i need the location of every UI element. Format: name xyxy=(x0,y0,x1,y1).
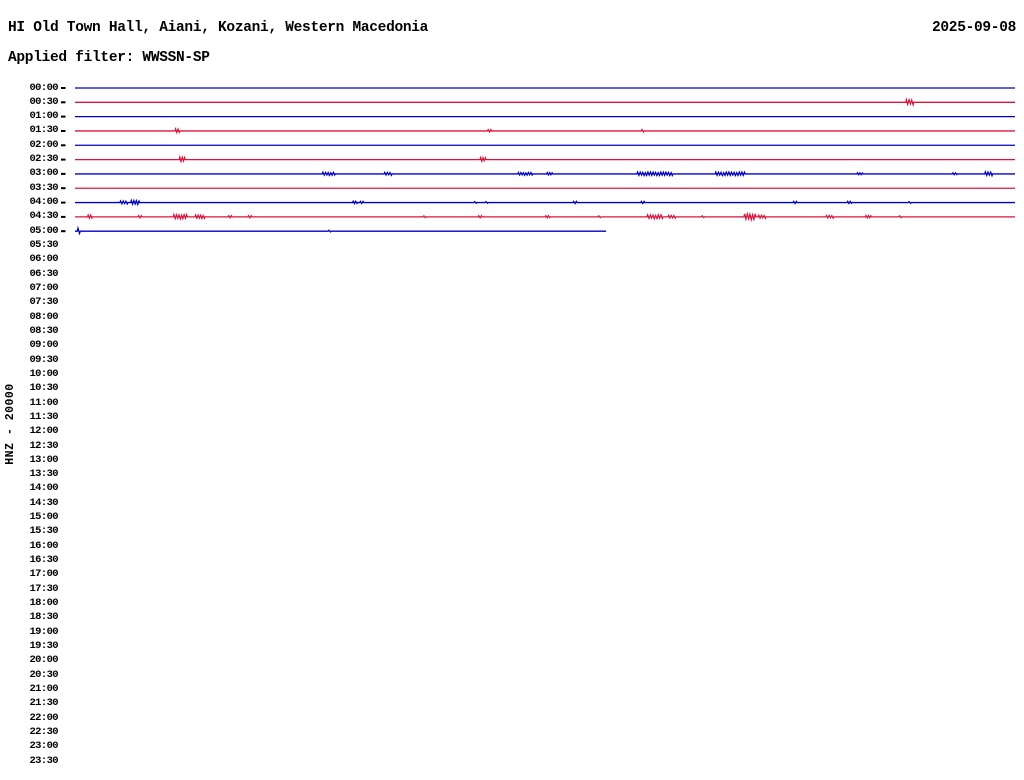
time-label-02-30: 02:30 xyxy=(29,153,58,166)
time-label-06-30: 06:30 xyxy=(29,267,58,280)
time-label-18-30: 18:30 xyxy=(29,611,58,624)
time-label-04-00: 04:00 xyxy=(29,196,58,209)
channel-axis-label: HNZ - 20000 xyxy=(4,383,17,465)
time-label-14-00: 14:00 xyxy=(29,482,58,495)
time-label-17-00: 17:00 xyxy=(29,568,58,581)
time-label-09-00: 09:00 xyxy=(29,339,58,352)
time-label-16-00: 16:00 xyxy=(29,539,58,552)
time-label-12-00: 12:00 xyxy=(29,425,58,438)
time-label-01-30: 01:30 xyxy=(29,124,58,137)
header-row: HI Old Town Hall, Aiani, Kozani, Western… xyxy=(0,20,1024,36)
time-label-16-30: 16:30 xyxy=(29,554,58,567)
row-tick-03-00 xyxy=(61,172,66,175)
row-tick-04-00 xyxy=(61,201,66,204)
time-label-13-00: 13:00 xyxy=(29,453,58,466)
time-label-10-00: 10:00 xyxy=(29,367,58,380)
time-label-00-00: 00:00 xyxy=(29,81,58,94)
time-label-09-30: 09:30 xyxy=(29,353,58,366)
time-label-22-30: 22:30 xyxy=(29,725,58,738)
date-label: 2025-09-08 xyxy=(931,20,1016,36)
time-label-21-30: 21:30 xyxy=(29,697,58,710)
trace-01-30 xyxy=(75,126,1015,135)
time-label-11-00: 11:00 xyxy=(29,396,58,409)
trace-05-00 xyxy=(75,225,607,236)
trace-03-00 xyxy=(75,169,1015,178)
time-label-21-00: 21:00 xyxy=(29,682,58,695)
time-label-18-00: 18:00 xyxy=(29,597,58,610)
row-tick-01-00 xyxy=(61,115,66,118)
time-label-07-00: 07:00 xyxy=(29,281,58,294)
row-tick-03-30 xyxy=(61,187,66,190)
time-label-15-30: 15:30 xyxy=(29,525,58,538)
time-label-23-00: 23:00 xyxy=(29,740,58,753)
time-label-22-00: 22:00 xyxy=(29,711,58,724)
time-label-03-00: 03:00 xyxy=(29,167,58,180)
time-label-08-30: 08:30 xyxy=(29,324,58,337)
row-tick-02-00 xyxy=(61,144,66,147)
trace-04-00 xyxy=(75,198,1015,207)
time-label-23-30: 23:30 xyxy=(29,754,58,767)
time-label-03-30: 03:30 xyxy=(29,181,58,194)
row-tick-04-30 xyxy=(61,215,66,218)
applied-filter-label: Applied filter: WWSSN-SP xyxy=(8,50,210,66)
trace-04-30 xyxy=(75,211,1015,223)
time-label-05-30: 05:30 xyxy=(29,239,58,252)
time-label-02-00: 02:00 xyxy=(29,138,58,151)
time-label-17-30: 17:30 xyxy=(29,582,58,595)
time-label-20-00: 20:00 xyxy=(29,654,58,667)
time-label-15-00: 15:00 xyxy=(29,511,58,524)
trace-02-30 xyxy=(75,154,1015,164)
time-label-19-30: 19:30 xyxy=(29,639,58,652)
row-tick-00-30 xyxy=(61,101,66,104)
time-label-13-30: 13:30 xyxy=(29,468,58,481)
row-tick-00-00 xyxy=(61,87,66,89)
time-label-00-30: 00:30 xyxy=(29,95,58,108)
time-label-14-30: 14:30 xyxy=(29,496,58,509)
page-title: HI Old Town Hall, Aiani, Kozani, Western… xyxy=(8,20,429,36)
time-label-04-30: 04:30 xyxy=(29,210,58,223)
time-label-10-30: 10:30 xyxy=(29,382,58,395)
row-tick-01-30 xyxy=(61,130,66,132)
time-label-20-30: 20:30 xyxy=(29,668,58,681)
time-label-19-00: 19:00 xyxy=(29,625,58,638)
time-label-08-00: 08:00 xyxy=(29,310,58,323)
time-label-07-30: 07:30 xyxy=(29,296,58,309)
time-label-05-00: 05:00 xyxy=(29,224,58,237)
time-label-06-00: 06:00 xyxy=(29,253,58,266)
time-label-01-00: 01:00 xyxy=(29,110,58,123)
time-label-12-30: 12:30 xyxy=(29,439,58,452)
row-tick-05-00 xyxy=(61,230,66,233)
time-label-11-30: 11:30 xyxy=(29,410,58,423)
trace-00-30 xyxy=(75,97,1015,108)
row-tick-02-30 xyxy=(61,158,66,161)
